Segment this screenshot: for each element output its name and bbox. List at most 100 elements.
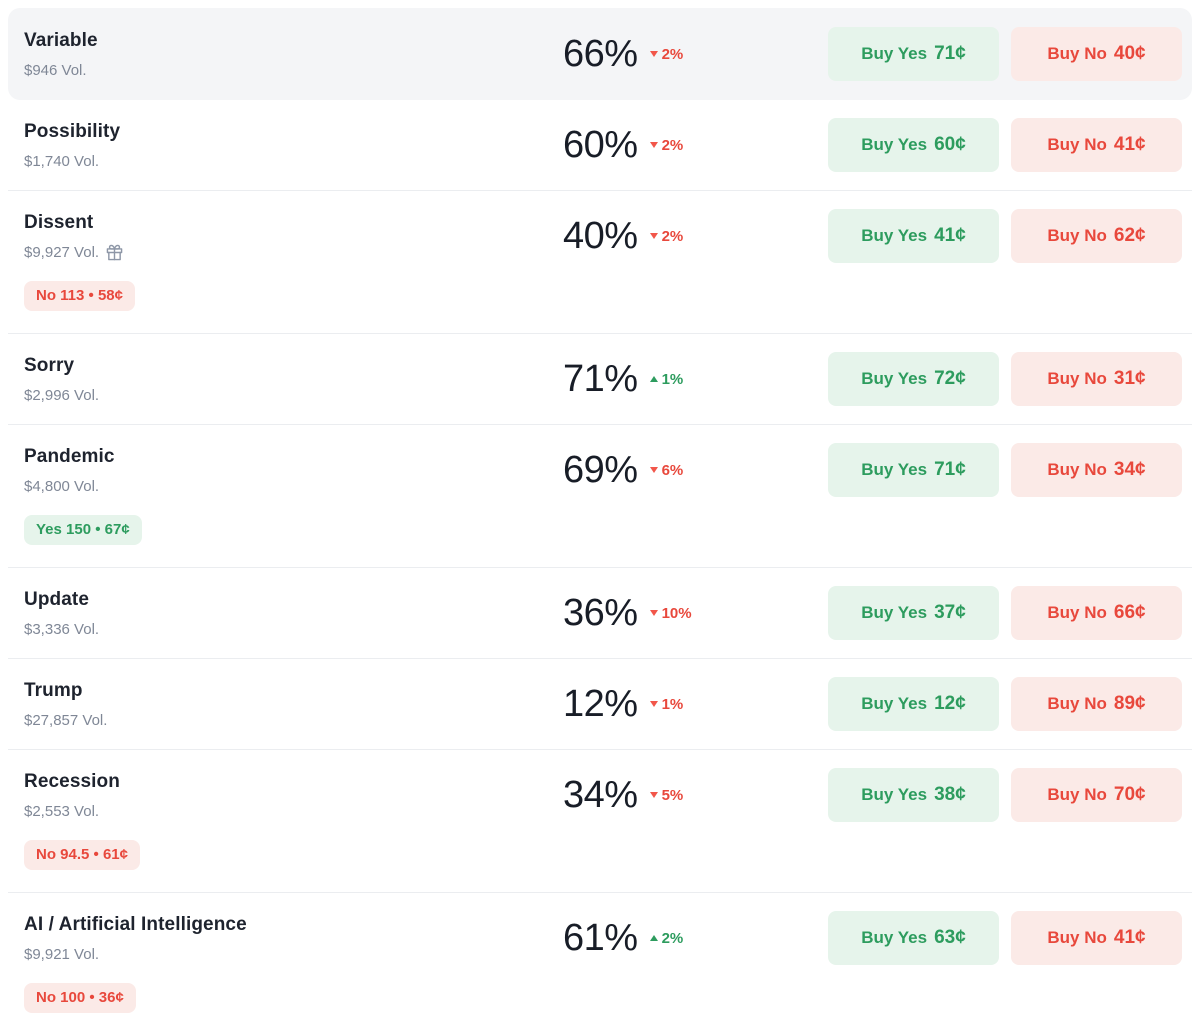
buy-yes-price: 72¢ [934, 368, 966, 389]
market-volume-text: $4,800 Vol. [24, 477, 100, 495]
buy-yes-price: 12¢ [934, 693, 966, 714]
chance-value: 66% [563, 32, 638, 75]
buy-no-label: Buy No [1047, 603, 1107, 622]
chance-value: 60% [563, 123, 638, 166]
market-row[interactable]: Pandemic $4,800 Vol. 69% 6% Buy Yes 71¢ [8, 425, 1192, 568]
market-row[interactable]: Variable $946 Vol. 66% 2% Buy Yes 71¢ [8, 8, 1192, 100]
position-badge-row: No 113 • 58¢ [24, 281, 1182, 333]
market-volume: $1,740 Vol. [24, 153, 563, 170]
market-row-main: Variable $946 Vol. 66% 2% Buy Yes 71¢ [24, 8, 1182, 100]
change-indicator: 1% [649, 371, 683, 388]
trade-buttons: Buy Yes 71¢ Buy No 34¢ [828, 443, 1182, 497]
trade-buttons: Buy Yes 38¢ Buy No 70¢ [828, 768, 1182, 822]
change-value: 5% [661, 786, 684, 804]
buy-yes-price: 38¢ [934, 784, 966, 805]
change-arrow-icon [649, 467, 658, 473]
market-volume-text: $27,857 Vol. [24, 711, 108, 729]
chance-column: 36% 10% [563, 592, 828, 635]
buy-yes-button[interactable]: Buy Yes 63¢ [828, 911, 999, 965]
buy-yes-price: 63¢ [934, 927, 966, 948]
market-row[interactable]: AI / Artificial Intelligence $9,921 Vol.… [8, 893, 1192, 1020]
buy-yes-label: Buy Yes [861, 928, 928, 947]
buy-no-button[interactable]: Buy No 89¢ [1011, 677, 1182, 731]
market-row[interactable]: Trump $27,857 Vol. 12% 1% Buy Yes 12¢ [8, 659, 1192, 750]
buy-no-button[interactable]: Buy No 31¢ [1011, 352, 1182, 406]
market-volume-text: $2,996 Vol. [24, 386, 100, 404]
chance-column: 12% 1% [563, 683, 828, 726]
market-row[interactable]: Dissent $9,927 Vol. 40% [8, 191, 1192, 334]
chance-value: 12% [563, 682, 638, 725]
buy-no-button[interactable]: Buy No 41¢ [1011, 911, 1182, 965]
buy-no-price: 89¢ [1113, 693, 1146, 714]
chance-column: 60% 2% [563, 124, 828, 167]
chance-value: 34% [563, 773, 638, 816]
market-row-main: Update $3,336 Vol. 36% 10% Buy Yes 37¢ [24, 568, 1182, 658]
buy-no-button[interactable]: Buy No 41¢ [1011, 118, 1182, 172]
change-indicator: 6% [649, 462, 683, 479]
change-indicator: 2% [649, 137, 683, 154]
market-title: Dissent [24, 211, 94, 233]
trade-buttons: Buy Yes 63¢ Buy No 41¢ [828, 911, 1182, 965]
change-arrow-icon [649, 701, 658, 707]
buy-no-button[interactable]: Buy No 66¢ [1011, 586, 1182, 640]
market-volume: $4,800 Vol. [24, 478, 563, 495]
buy-yes-label: Buy Yes [861, 135, 928, 154]
buy-yes-button[interactable]: Buy Yes 71¢ [828, 443, 999, 497]
buy-no-button[interactable]: Buy No 62¢ [1011, 209, 1182, 263]
market-volume: $3,336 Vol. [24, 621, 563, 638]
buy-no-price: 31¢ [1113, 368, 1146, 389]
market-info: Pandemic $4,800 Vol. [24, 446, 563, 495]
change-value: 2% [661, 227, 684, 245]
buy-yes-button[interactable]: Buy Yes 37¢ [828, 586, 999, 640]
buy-yes-button[interactable]: Buy Yes 60¢ [828, 118, 999, 172]
buy-no-button[interactable]: Buy No 70¢ [1011, 768, 1182, 822]
market-row[interactable]: Possibility $1,740 Vol. 60% 2% Buy Yes 6… [8, 100, 1192, 191]
market-info: Variable $946 Vol. [24, 30, 563, 79]
market-row[interactable]: Update $3,336 Vol. 36% 10% Buy Yes 37¢ [8, 568, 1192, 659]
buy-yes-button[interactable]: Buy Yes 72¢ [828, 352, 999, 406]
market-row-main: AI / Artificial Intelligence $9,921 Vol.… [24, 893, 1182, 983]
market-volume: $9,927 Vol. [24, 244, 563, 261]
chance-column: 66% 2% [563, 33, 828, 76]
change-arrow-icon [649, 51, 658, 57]
market-volume: $27,857 Vol. [24, 712, 563, 729]
position-badge-row: No 94.5 • 61¢ [24, 840, 1182, 892]
buy-no-button[interactable]: Buy No 40¢ [1011, 27, 1182, 81]
market-row[interactable]: Recession $2,553 Vol. 34% 5% Buy Yes 38¢ [8, 750, 1192, 893]
trade-buttons: Buy Yes 37¢ Buy No 66¢ [828, 586, 1182, 640]
buy-yes-label: Buy Yes [861, 369, 928, 388]
buy-yes-price: 41¢ [934, 225, 966, 246]
buy-no-price: 66¢ [1113, 602, 1146, 623]
buy-no-button[interactable]: Buy No 34¢ [1011, 443, 1182, 497]
chance-value: 69% [563, 448, 638, 491]
market-row-main: Pandemic $4,800 Vol. 69% 6% Buy Yes 71¢ [24, 425, 1182, 515]
change-arrow-icon [649, 376, 658, 382]
buy-yes-button[interactable]: Buy Yes 41¢ [828, 209, 999, 263]
change-value: 10% [661, 604, 692, 622]
buy-yes-label: Buy Yes [861, 694, 928, 713]
buy-no-label: Buy No [1047, 226, 1107, 245]
market-title: Variable [24, 29, 98, 51]
buy-yes-button[interactable]: Buy Yes 38¢ [828, 768, 999, 822]
market-row-main: Trump $27,857 Vol. 12% 1% Buy Yes 12¢ [24, 659, 1182, 749]
market-volume-text: $1,740 Vol. [24, 152, 100, 170]
buy-no-price: 34¢ [1113, 459, 1146, 480]
market-info: AI / Artificial Intelligence $9,921 Vol. [24, 914, 563, 963]
position-badge: No 100 • 36¢ [24, 983, 136, 1013]
buy-yes-price: 60¢ [934, 134, 966, 155]
buy-yes-button[interactable]: Buy Yes 12¢ [828, 677, 999, 731]
buy-no-label: Buy No [1047, 928, 1107, 947]
buy-no-price: 40¢ [1113, 43, 1146, 64]
buy-yes-button[interactable]: Buy Yes 71¢ [828, 27, 999, 81]
market-title: Update [24, 588, 89, 610]
market-info: Update $3,336 Vol. [24, 589, 563, 638]
position-badge-row: No 100 • 36¢ [24, 983, 1182, 1020]
trade-buttons: Buy Yes 72¢ Buy No 31¢ [828, 352, 1182, 406]
change-value: 2% [661, 45, 684, 63]
change-arrow-icon [649, 792, 658, 798]
chance-value: 36% [563, 591, 638, 634]
change-indicator: 5% [649, 786, 684, 804]
market-row[interactable]: Sorry $2,996 Vol. 71% 1% Buy Yes 72¢ [8, 334, 1192, 425]
buy-no-price: 41¢ [1113, 134, 1146, 155]
